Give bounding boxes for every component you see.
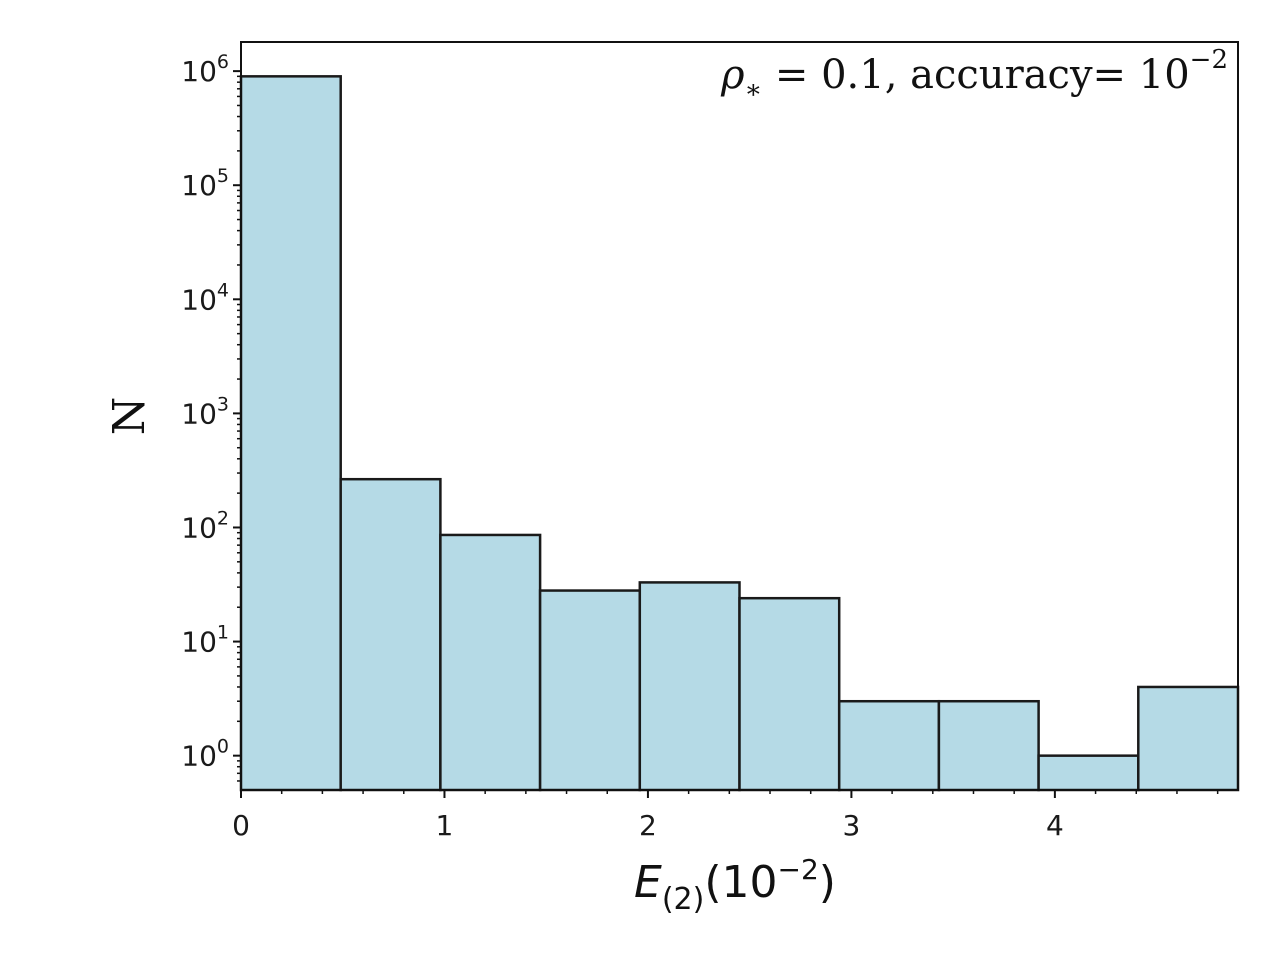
y-tick-label: 105	[181, 165, 229, 202]
plot-frame	[240, 41, 1239, 791]
annotation-accuracy-exp: −2	[1190, 45, 1228, 75]
y-tick-label: 102	[181, 507, 229, 544]
histogram-bar-7	[937, 699, 1040, 792]
annotation-accuracy: accuracy= 10	[910, 52, 1190, 98]
histogram-bar-6	[837, 699, 941, 792]
x-axis-label: E(2)(10−2)	[634, 853, 836, 917]
y-major-ticks	[233, 70, 241, 757]
x-tick-label: 2	[639, 809, 657, 842]
y-tick-label: 100	[181, 736, 229, 773]
histogram-bar-0	[239, 75, 342, 792]
y-tick-label: 106	[181, 51, 229, 88]
x-axis-label-paren-close: )	[819, 857, 836, 908]
y-tick-label: 104	[181, 279, 229, 316]
x-major-ticks	[240, 790, 1056, 798]
y-axis-label: N	[104, 397, 155, 436]
x-tick-labels: 0 1 2 3 4	[232, 809, 1064, 842]
y-tick-label: 103	[181, 393, 229, 430]
histogram-bar-9	[1137, 685, 1240, 792]
histogram-bar-1	[339, 477, 442, 792]
x-tick-label: 1	[436, 809, 454, 842]
histogram-bar-3	[538, 589, 642, 792]
annotation-rho-eq: = 0.1,	[762, 52, 910, 98]
x-tick-label: 0	[232, 809, 250, 842]
x-axis-label-paren-open: (10	[704, 857, 777, 908]
histogram-bar-2	[439, 533, 542, 792]
histogram-bar-5	[738, 596, 841, 792]
y-tick-label: 101	[181, 622, 229, 659]
histogram-bar-8	[1037, 754, 1140, 792]
histogram-bars	[239, 75, 1240, 792]
x-axis-label-main: E	[634, 857, 662, 908]
x-axis-label-exp: −2	[778, 853, 819, 886]
histogram-bar-4	[638, 581, 741, 792]
x-tick-label: 3	[842, 809, 860, 842]
annotation-rho: ρ	[720, 52, 745, 98]
x-axis-label-sub: (2)	[662, 882, 705, 917]
x-tick-label: 4	[1046, 809, 1064, 842]
y-tick-labels: 100 101 102 103 104 105 106	[181, 51, 229, 773]
annotation-rho-sub: ∗	[744, 75, 762, 105]
annotation-text: ρ∗ = 0.1, accuracy= 10−2	[720, 45, 1228, 105]
